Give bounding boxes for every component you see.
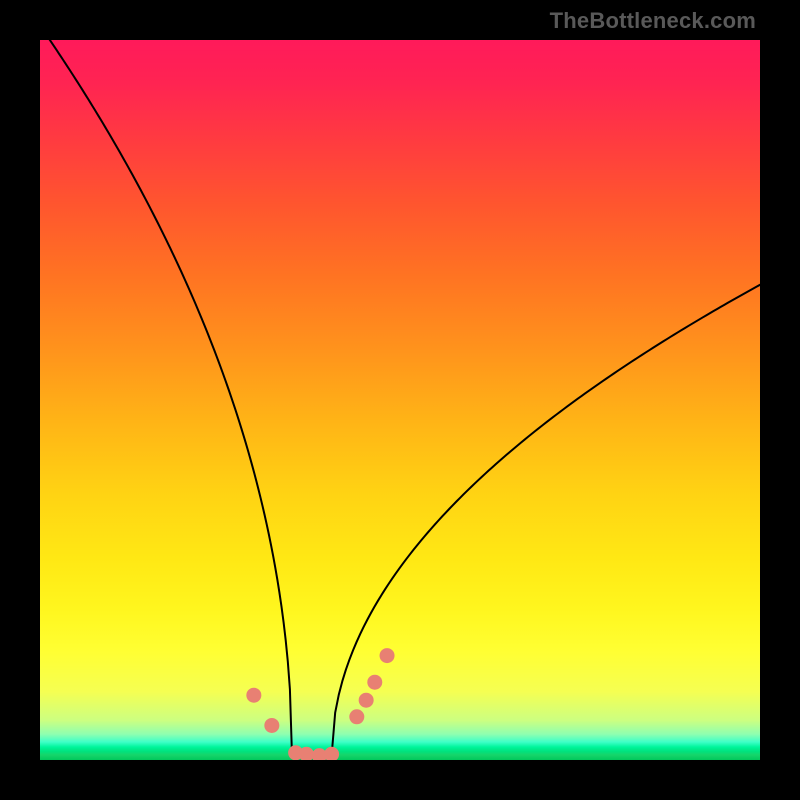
watermark-text: TheBottleneck.com xyxy=(550,8,756,34)
plot-area xyxy=(40,40,760,760)
chart-stage: TheBottleneck.com xyxy=(0,0,800,800)
